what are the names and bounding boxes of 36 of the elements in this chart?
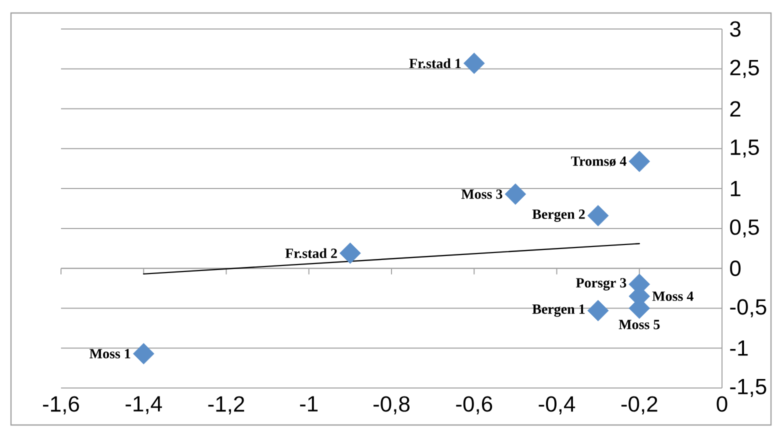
point xyxy=(628,150,650,172)
x-tick-label: -1,4 xyxy=(126,396,162,414)
y-tick-label: -1 xyxy=(730,340,748,356)
y-tick-label: 0,5 xyxy=(730,219,759,238)
y-tick-label: 2,5 xyxy=(730,60,759,78)
point xyxy=(587,300,609,322)
x-tick-label: -0,6 xyxy=(456,396,492,414)
point xyxy=(463,52,485,74)
annotation: Bergen 1 xyxy=(532,304,585,317)
x-tick-label: -0,4 xyxy=(538,396,576,414)
x-tick-label: -0,2 xyxy=(621,396,658,414)
annotation: Fr.stad 2 xyxy=(285,248,337,258)
point xyxy=(504,183,526,205)
x-tick-label: -1,6 xyxy=(43,396,79,414)
point xyxy=(132,343,154,364)
x-tick-label: -0,8 xyxy=(374,396,410,414)
x-tick-label: -1 xyxy=(300,396,318,412)
annotation: Fr.stad 1 xyxy=(409,58,461,68)
y-tick-label: -0,5 xyxy=(730,299,766,318)
annotation: Bergen 2 xyxy=(532,210,585,222)
point xyxy=(340,242,361,264)
annotation: Moss 1 xyxy=(90,348,130,358)
x-tick-label: -1,2 xyxy=(208,396,244,414)
annotation: Moss 4 xyxy=(652,292,694,301)
y-tick-label: 1,5 xyxy=(730,140,759,158)
annotation: Moss 3 xyxy=(461,189,502,199)
y-tick-label: -1,5 xyxy=(730,379,766,397)
y-tick-label: 2 xyxy=(730,101,740,116)
point xyxy=(587,205,609,226)
y-tick-label: 3 xyxy=(730,21,740,37)
annotation: Moss 5 xyxy=(618,320,660,330)
annotation: Tromsø 4 xyxy=(571,156,626,166)
y-tick-label: 1 xyxy=(730,180,740,196)
x-tick-label: 0 xyxy=(716,396,728,412)
y-tick-label: 0 xyxy=(730,260,741,276)
annotation: Porsgr 3 xyxy=(576,278,626,290)
